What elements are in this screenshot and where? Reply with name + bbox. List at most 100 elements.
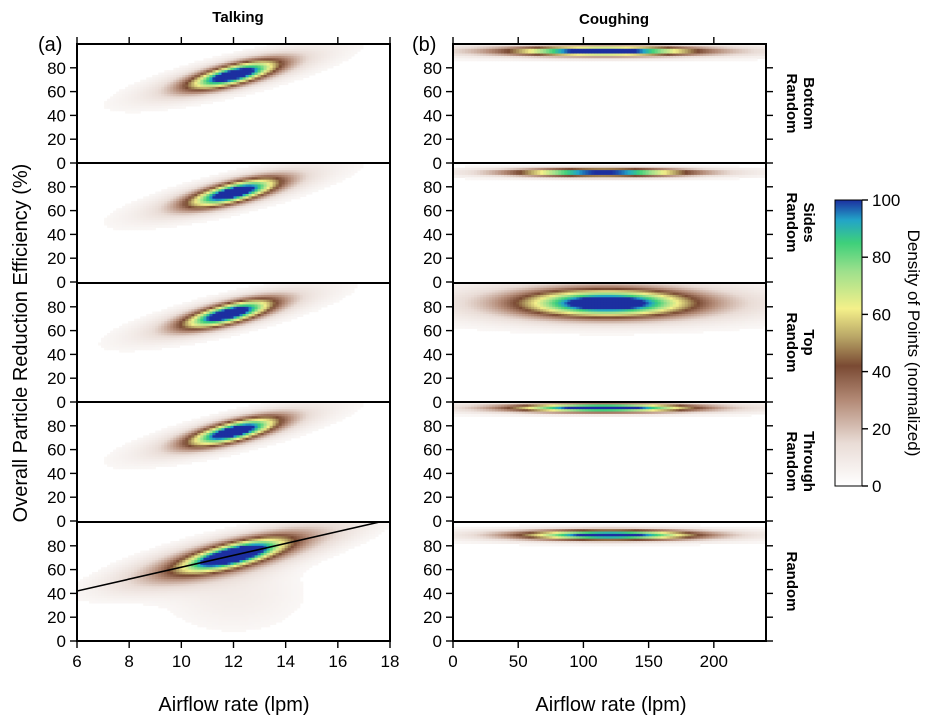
density-cell [137,222,141,226]
density-cell [230,313,235,317]
density-cell [212,313,217,317]
density-cell [194,103,198,107]
density-cell [218,304,223,308]
density-cell [329,402,334,405]
density-cell [176,193,180,197]
density-cell [224,201,229,205]
density-cell [140,321,144,325]
density-cell [299,163,304,166]
density-cell [341,174,346,178]
density-cell [284,58,289,62]
density-cell [344,290,349,294]
density-cell [203,306,208,310]
density-cell [203,220,208,224]
density-cell [239,53,244,57]
density-cell [143,337,147,341]
density-cell [251,297,256,301]
density-cell [299,432,304,436]
density-cell [224,325,229,329]
density-cell [194,311,198,315]
density-cell [173,440,177,444]
density-cell [320,184,325,188]
density-cell [260,72,265,76]
density-cell [164,203,168,207]
density-cell [233,205,238,209]
density-cell [170,440,174,444]
density-cell [188,425,192,429]
density-cell [197,306,201,310]
density-cell [221,302,226,306]
density-cell [137,332,141,336]
density-cell [263,283,268,286]
density-cell [194,72,198,76]
density-cell [215,413,220,417]
density-cell [236,67,241,71]
density-cell [215,430,220,434]
density-cell [314,302,319,306]
density-cell [221,203,226,207]
density-cell [347,406,352,410]
density-cell [263,435,268,439]
density-cell [230,423,235,427]
density-cell [311,55,316,59]
density-cell [176,451,180,455]
density-cell [137,103,141,107]
density-cell [194,304,198,308]
density-cell [209,196,214,200]
density-cell [290,292,295,296]
density-cell [242,210,247,214]
density-cell [134,98,138,102]
density-cell [176,432,180,436]
density-cell [110,340,114,344]
density-cell [206,182,211,186]
density-cell [281,409,286,413]
density-cell [260,432,265,436]
density-cell [308,172,313,176]
density-cell [146,442,150,446]
density-cell [122,217,126,221]
density-cell [176,210,180,214]
density-cell [134,342,138,346]
density-cell [158,205,162,209]
density-cell [347,53,352,57]
density-cell [164,191,168,195]
density-cell [257,409,262,413]
density-cell [143,342,147,346]
density-cell [200,101,204,105]
density-cell [212,447,217,451]
density-cell [164,79,168,83]
density-cell [134,96,138,100]
density-cell [317,409,322,413]
density-cell [212,435,217,439]
density-cell [131,335,135,339]
density-cell [125,224,129,228]
density-cell [170,79,174,83]
density-cell [203,316,208,320]
density-cell [179,444,183,448]
density-cell [293,46,298,50]
density-cell [278,82,283,86]
density-cell [230,447,235,451]
density-cell [308,297,313,301]
density-cell [320,163,325,166]
density-cell [215,198,220,202]
density-cell [134,201,138,205]
density-cell [251,86,256,90]
density-cell [158,435,162,439]
density-cell [275,311,280,315]
density-cell [266,172,271,176]
density-cell [170,435,174,439]
density-cell [254,170,259,174]
density-cell [149,220,153,224]
density-cell [200,201,204,205]
density-cell [176,311,180,315]
density-cell [281,51,286,55]
density-cell [170,330,174,334]
density-cell [188,67,192,71]
density-cell [221,432,226,436]
density-cell [251,58,256,62]
density-cell [200,79,204,83]
density-cell [257,306,262,310]
density-cell [155,461,159,465]
density-cell [155,220,159,224]
